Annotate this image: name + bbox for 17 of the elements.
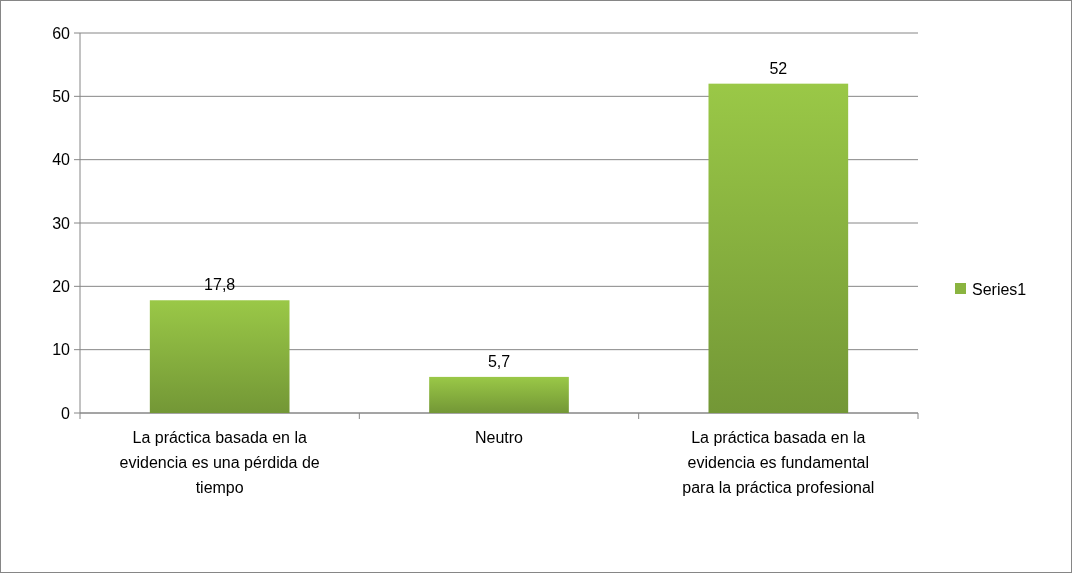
bar bbox=[429, 376, 569, 413]
legend-label: Series1 bbox=[972, 280, 1027, 298]
y-tick-label: 20 bbox=[52, 277, 71, 295]
bar bbox=[708, 83, 849, 413]
y-tick-label: 40 bbox=[52, 151, 71, 169]
x-tick-label: Neutro bbox=[474, 429, 524, 446]
data-label: 17,8 bbox=[204, 276, 236, 294]
x-tick-label: La práctica basada en la evidencia es una pérdida de tiempo bbox=[119, 429, 320, 496]
y-tick-label: 0 bbox=[61, 404, 71, 422]
y-tick-label: 60 bbox=[52, 24, 71, 42]
y-tick-label: 10 bbox=[52, 341, 71, 359]
bar bbox=[149, 300, 290, 413]
y-tick-label: 50 bbox=[52, 87, 71, 105]
y-tick-label: 30 bbox=[52, 214, 71, 232]
data-label: 5,7 bbox=[487, 352, 511, 370]
data-label: 52 bbox=[769, 59, 788, 77]
x-tick-label: La práctica basada en la evidencia es fundamental para la práctica profesional bbox=[682, 429, 875, 496]
